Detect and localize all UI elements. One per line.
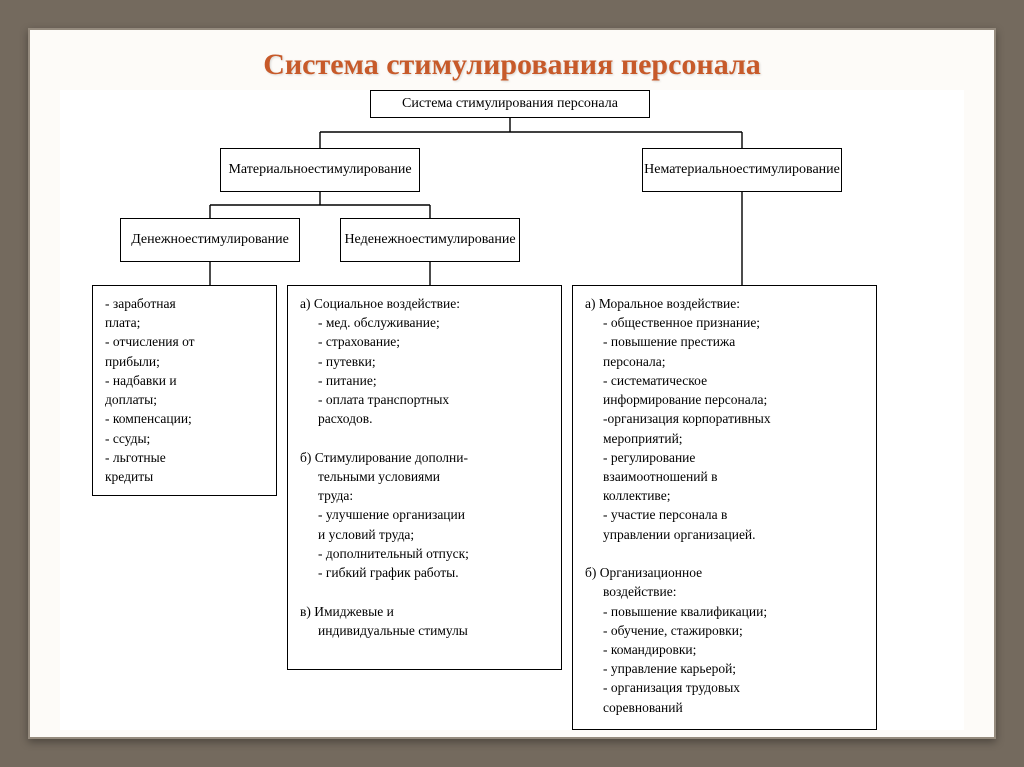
- node-root: Система стимулирования персонала: [370, 90, 650, 118]
- content-nonmonetary: а) Социальное воздействие:- мед. обслужи…: [287, 285, 562, 670]
- slide-title: Система стимулирования персонала: [60, 48, 964, 82]
- node-material: Материальноестимулирование: [220, 148, 420, 192]
- node-nematerial: Нематериальноестимулирование: [642, 148, 842, 192]
- diagram-area: Система стимулирования персонала Материа…: [60, 90, 964, 730]
- node-nonmonetary: Неденежноестимулирование: [340, 218, 520, 262]
- node-monetary: Денежноестимулирование: [120, 218, 300, 262]
- slide-inner: Система стимулирования персонала Система…: [28, 28, 996, 739]
- content-monetary: - заработнаяплата;- отчисления отприбыли…: [92, 285, 277, 496]
- content-nematerial: а) Моральное воздействие:- общественное …: [572, 285, 877, 730]
- slide-frame: Система стимулирования персонала Система…: [0, 0, 1024, 767]
